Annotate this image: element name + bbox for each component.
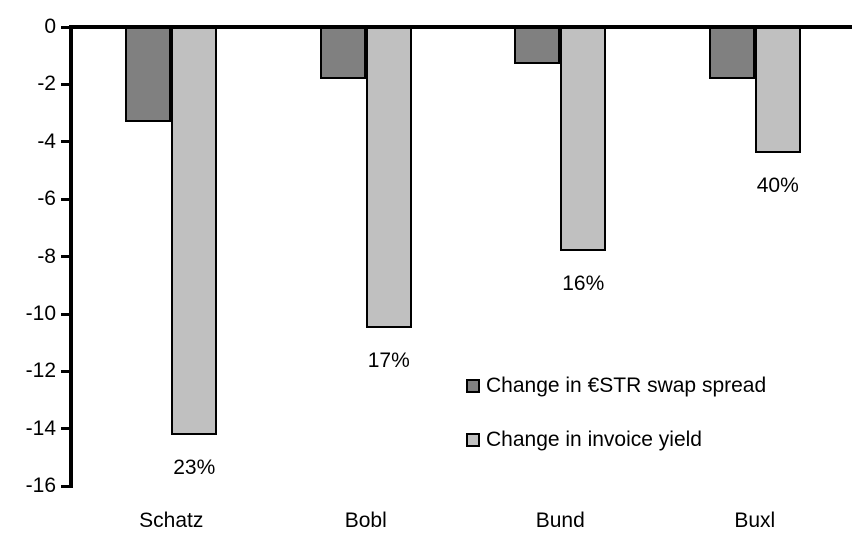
swap-spread-legend-swatch: [466, 379, 480, 393]
bar-bobl-swap-spread: [319, 27, 366, 79]
data-label-schatz: 23%: [173, 455, 216, 479]
y-tick-label: 0: [44, 15, 56, 38]
y-tick-label: -2: [37, 72, 56, 96]
category-label-schatz: Schatz: [139, 509, 204, 532]
y-tick-label: -10: [25, 302, 56, 325]
bar-bund-swap-spread: [514, 27, 561, 65]
y-tick: [61, 427, 70, 431]
legend-item-swap-spread: Change in €STR swap spread: [466, 373, 766, 399]
category-label-bund: Bund: [535, 509, 585, 532]
category-label-bobl: Bobl: [344, 509, 387, 532]
y-tick-label: -6: [37, 187, 56, 211]
bar-bobl-invoice-yield: [365, 27, 412, 329]
data-label-buxl: 40%: [756, 174, 799, 198]
y-tick: [61, 255, 70, 259]
y-tick-label: -12: [25, 359, 56, 383]
data-label-bund: 16%: [562, 271, 605, 295]
y-tick: [61, 484, 70, 488]
y-tick-label: -8: [37, 244, 56, 268]
bar-schatz-invoice-yield: [171, 27, 218, 435]
y-axis-line: [69, 25, 73, 489]
y-tick: [61, 369, 70, 373]
invoice-yield-legend-swatch: [466, 433, 480, 447]
legend-item-invoice-yield: Change in invoice yield: [466, 427, 702, 453]
y-tick-label: -16: [25, 474, 56, 498]
y-tick-label: -14: [25, 416, 56, 440]
category-label-buxl: Buxl: [734, 509, 776, 532]
y-tick: [61, 197, 70, 201]
bar-bund-invoice-yield: [560, 27, 607, 251]
invoice-yield-legend-label: Change in invoice yield: [486, 428, 702, 451]
swap-spread-legend-label: Change in €STR swap spread: [486, 374, 767, 397]
bar-buxl-invoice-yield: [754, 27, 801, 154]
data-label-bobl: 17%: [367, 349, 410, 373]
bar-buxl-swap-spread: [708, 27, 755, 79]
bar-schatz-swap-spread: [125, 27, 172, 122]
y-tick: [61, 140, 70, 144]
y-tick: [61, 312, 70, 316]
zero-baseline: [69, 25, 852, 29]
y-tick: [61, 25, 70, 29]
y-tick: [61, 82, 70, 86]
y-tick-label: -4: [37, 129, 56, 153]
